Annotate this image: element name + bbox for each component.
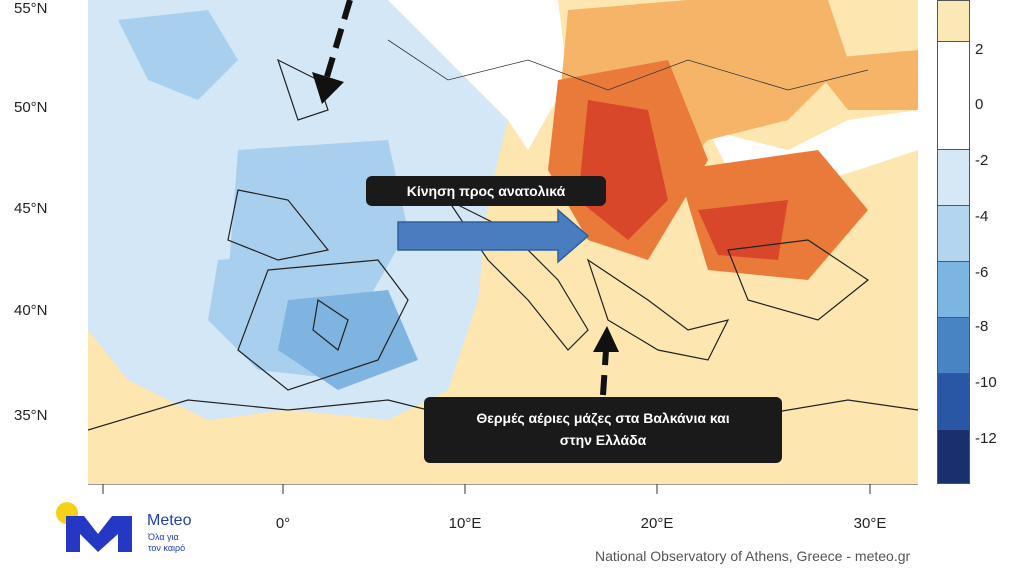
- colorbar-swatch-minus12: [937, 430, 970, 484]
- lon-label-10e: 10°E: [448, 515, 482, 532]
- logo-tagline-line2: τον καιρό: [148, 543, 186, 553]
- lon-label-20e: 20°E: [640, 515, 674, 532]
- colorbar-swatch-warm: [937, 0, 970, 42]
- colorbar-swatch-minus6: [937, 262, 970, 318]
- colorbar-label-minus10: -10: [975, 374, 997, 391]
- temperature-anomaly-map: [88, 0, 918, 484]
- colorbar-label-minus6: -6: [975, 264, 989, 281]
- lat-label-40: 40°N: [14, 302, 48, 319]
- warm-anomaly-northeast: [808, 50, 918, 110]
- logo-tagline-line1: Όλα για: [148, 532, 179, 542]
- colorbar-label-minus12: -12: [975, 430, 997, 447]
- colorbar-swatch-minus4: [937, 206, 970, 262]
- callout-eastward-motion: Κίνηση προς ανατολικά: [366, 176, 606, 206]
- meteo-logo-mark: [56, 502, 132, 552]
- dashed-arrow-south-head: [593, 326, 619, 352]
- lon-label-0: 0°: [275, 515, 291, 532]
- logo-name: Meteo: [147, 512, 192, 529]
- lat-label-45: 45°N: [14, 200, 48, 217]
- colorbar-label-0: 0: [975, 96, 984, 113]
- colorbar-label-minus2: -2: [975, 152, 989, 169]
- dashed-arrow-north-line: [323, 0, 353, 81]
- colorbar-swatch-neutral: [937, 42, 970, 150]
- coastline-west: [227, 58, 409, 391]
- colorbar-swatch-minus8: [937, 318, 970, 374]
- colorbar-label-minus8: -8: [975, 318, 989, 335]
- logo-m-icon: [66, 516, 132, 552]
- map-canvas: [88, 0, 918, 484]
- eastward-arrow: [397, 208, 590, 264]
- lat-label-55: 55°N: [14, 0, 48, 17]
- cold-anomaly-core: [278, 290, 418, 390]
- lon-label-30e: 30°E: [853, 515, 887, 532]
- neutral-region-north: [388, 0, 568, 150]
- dashed-arrow-north-head: [312, 72, 344, 104]
- callout-warm-line1: Θερμές αέριες μάζες στα Βαλκάνια και: [476, 410, 730, 426]
- footer-credit: National Observatory of Athens, Greece -…: [595, 548, 911, 564]
- coastline-balkans: [586, 239, 870, 361]
- callout-warm-line2: στην Ελλάδα: [559, 432, 647, 448]
- colorbar-swatch-minus10: [937, 374, 970, 430]
- border-lines: [387, 39, 869, 91]
- cold-anomaly-atlantic: [118, 10, 238, 100]
- x-axis-ticks: [88, 484, 918, 494]
- lat-label-50: 50°N: [14, 99, 48, 116]
- colorbar-swatch-minus2: [937, 150, 970, 206]
- colorbar-label-minus4: -4: [975, 208, 989, 225]
- lat-label-35: 35°N: [14, 407, 48, 424]
- dashed-arrow-south-line: [600, 349, 609, 396]
- colorbar-label-2: 2: [975, 41, 984, 58]
- callout-warm-air: Θερμές αέριες μάζες στα Βαλκάνια και στη…: [424, 397, 782, 463]
